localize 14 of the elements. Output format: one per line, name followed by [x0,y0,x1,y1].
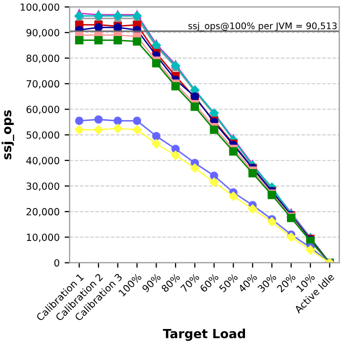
y-tick-label: 90,000 [26,29,60,38]
y-tick-label: 80,000 [26,54,60,63]
x-axis-title: Target Load [162,328,246,341]
ref-line-label: ssj_ops@100% per JVM = 90,513 [188,22,337,32]
y-tick-label: 100,000 [20,3,60,12]
y-tick-label: 0 [54,259,60,267]
y-tick-label: 70,000 [26,80,60,89]
y-tick-label: 20,000 [26,208,60,216]
y-tick-label: 40,000 [26,156,60,166]
y-tick-label: 10,000 [26,234,60,242]
y-axis-title: ssj_ops [2,110,14,160]
y-tick-label: 50,000 [26,131,60,140]
y-tick-label: 60,000 [26,106,60,114]
y-tick-label: 30,000 [26,182,60,191]
